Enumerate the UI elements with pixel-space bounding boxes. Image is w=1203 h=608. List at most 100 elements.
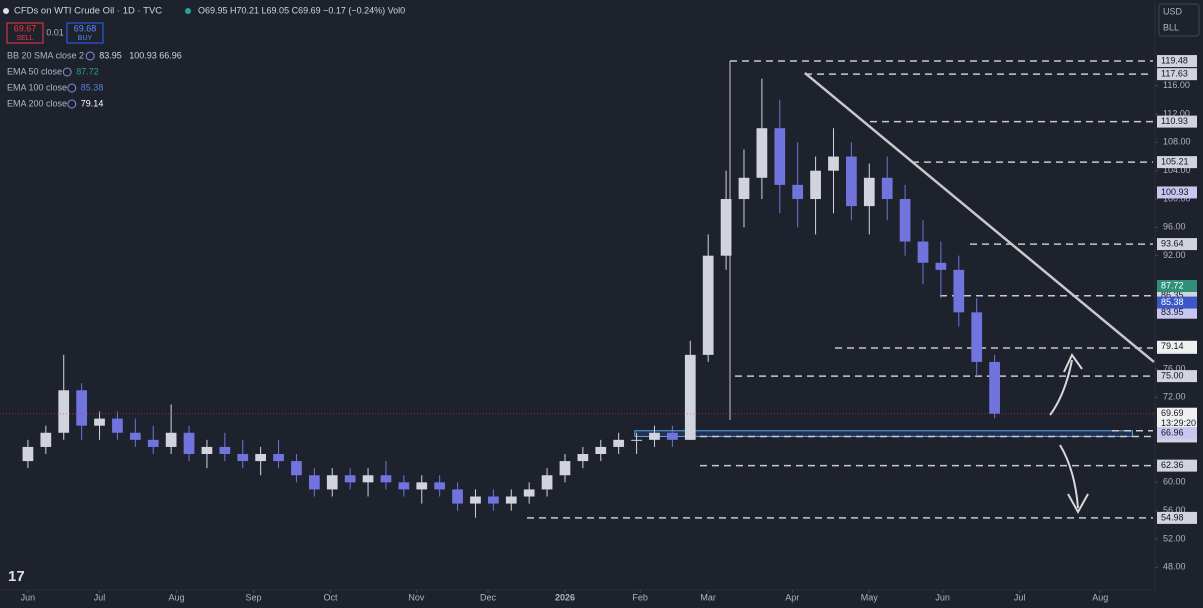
level-label: 117.63 bbox=[1161, 69, 1188, 79]
indicator-icon bbox=[85, 51, 95, 61]
candle-body bbox=[434, 482, 446, 490]
candle-body bbox=[94, 418, 105, 426]
level-label-box bbox=[1157, 459, 1197, 472]
down-arrow bbox=[1059, 444, 1089, 515]
candle-body bbox=[792, 184, 804, 200]
indicator-value: 85.38 bbox=[81, 82, 104, 92]
candle-body bbox=[613, 439, 625, 447]
indicator-value: 100.93 bbox=[129, 50, 157, 60]
spread: 0.01 bbox=[46, 27, 64, 37]
indicator-icon bbox=[67, 83, 77, 93]
level-label: 110.93 bbox=[1161, 116, 1188, 126]
ohlc: O69.95 H70.21 L69.05 C69.69 −0.17 (−0.24… bbox=[198, 5, 405, 15]
price-label: 85.38 bbox=[1161, 297, 1184, 307]
x-tick-label: Feb bbox=[632, 592, 648, 602]
candle-body bbox=[953, 269, 965, 313]
price-label: 100.93 bbox=[1161, 187, 1189, 197]
price-label-box bbox=[1157, 186, 1197, 199]
candle-body bbox=[40, 432, 52, 447]
buy-price: 69.68 bbox=[74, 23, 97, 33]
x-tick-label: Sep bbox=[245, 592, 261, 602]
y-tick-label: 112.00 bbox=[1163, 108, 1190, 118]
trendline bbox=[804, 71, 1155, 363]
unit: BLL bbox=[1163, 22, 1179, 32]
y-tick-label: 108.00 bbox=[1163, 137, 1191, 147]
price-label: 69.69 bbox=[1161, 408, 1184, 418]
sell-label: SELL bbox=[16, 35, 33, 42]
candle-body bbox=[756, 128, 768, 178]
candle-body bbox=[273, 454, 284, 462]
indicator-icon bbox=[67, 99, 77, 109]
y-tick-label: 76.00 bbox=[1163, 363, 1186, 373]
price-label-box bbox=[1157, 407, 1197, 430]
level-label-box bbox=[1157, 370, 1197, 383]
x-tick-label: Apr bbox=[785, 592, 799, 602]
candle-body bbox=[577, 454, 589, 462]
candle-body bbox=[738, 177, 750, 200]
candle-body bbox=[58, 390, 70, 433]
candle-body bbox=[846, 156, 857, 207]
candle-body bbox=[631, 439, 642, 441]
x-tick-label: Oct bbox=[323, 592, 338, 602]
support-zone bbox=[634, 430, 1133, 437]
sell-button[interactable] bbox=[6, 22, 44, 44]
candle-body bbox=[308, 475, 320, 490]
level-label: 62.36 bbox=[1161, 460, 1184, 470]
candle-body bbox=[971, 312, 983, 362]
countdown: 13:29:20 bbox=[1161, 418, 1196, 428]
candle-body bbox=[183, 432, 195, 455]
candle-body bbox=[165, 432, 177, 447]
symbol-icon bbox=[3, 8, 9, 14]
indicators: BB 20 SMA close 2 83.95 100.93 66.96 EMA 50 … bbox=[7, 50, 182, 109]
x-tick-label: Jul bbox=[1014, 592, 1026, 602]
level-label: 54.98 bbox=[1161, 512, 1184, 522]
y-tick-label: 72.00 bbox=[1163, 392, 1186, 402]
price-label: 66.96 bbox=[1161, 427, 1184, 437]
candle-body bbox=[828, 156, 839, 171]
candle-body bbox=[720, 199, 732, 256]
level-label-box bbox=[1157, 156, 1197, 169]
candle-body bbox=[237, 454, 249, 462]
currency: USD bbox=[1163, 6, 1183, 16]
indicator-value: 87.72 bbox=[76, 66, 99, 76]
candle-body bbox=[917, 241, 929, 263]
candle-body bbox=[559, 461, 571, 476]
x-tick-label: Jun bbox=[935, 592, 950, 602]
indicator-name: EMA 200 close bbox=[7, 98, 67, 108]
candle-body bbox=[219, 446, 231, 455]
candle-body bbox=[702, 255, 714, 355]
candle-body bbox=[649, 432, 660, 440]
candle-body bbox=[541, 475, 553, 490]
candle-body bbox=[810, 170, 821, 200]
candle-body bbox=[452, 489, 463, 504]
x-tick-label: 2026 bbox=[555, 592, 575, 602]
indicator-icon bbox=[62, 67, 72, 77]
candle-body bbox=[935, 262, 947, 270]
candle-body bbox=[881, 177, 893, 200]
indicator-name: BB 20 SMA close 2 bbox=[7, 50, 84, 60]
candle-body bbox=[505, 496, 517, 504]
currency-box[interactable] bbox=[1158, 3, 1200, 37]
sell-price: 69.67 bbox=[14, 23, 37, 33]
candle-body bbox=[774, 128, 786, 185]
level-label-box bbox=[1157, 68, 1197, 81]
candle-body bbox=[989, 361, 1000, 414]
candle-body bbox=[255, 454, 267, 462]
buy-button[interactable] bbox=[66, 22, 104, 44]
candle-body bbox=[22, 446, 34, 462]
x-tick-label: Dec bbox=[480, 592, 497, 602]
buy-label: BUY bbox=[78, 35, 93, 42]
candle-body bbox=[76, 390, 88, 426]
indicator-value: 66.96 bbox=[159, 50, 182, 60]
y-tick-label: 56.00 bbox=[1163, 505, 1186, 515]
y-tick-label: 92.00 bbox=[1163, 250, 1186, 260]
indicator-value: 83.95 bbox=[99, 50, 122, 60]
symbol-title[interactable]: CFDs on WTI Crude Oil · 1D · TVC bbox=[14, 6, 162, 17]
level-label-box bbox=[1157, 238, 1197, 251]
candle-body bbox=[595, 446, 607, 455]
candle-body bbox=[129, 432, 141, 440]
candle-body bbox=[667, 432, 678, 440]
plot: 116.00112.00108.00104.00100.0096.0092.00… bbox=[0, 55, 1197, 602]
level-label-box bbox=[1157, 55, 1197, 68]
